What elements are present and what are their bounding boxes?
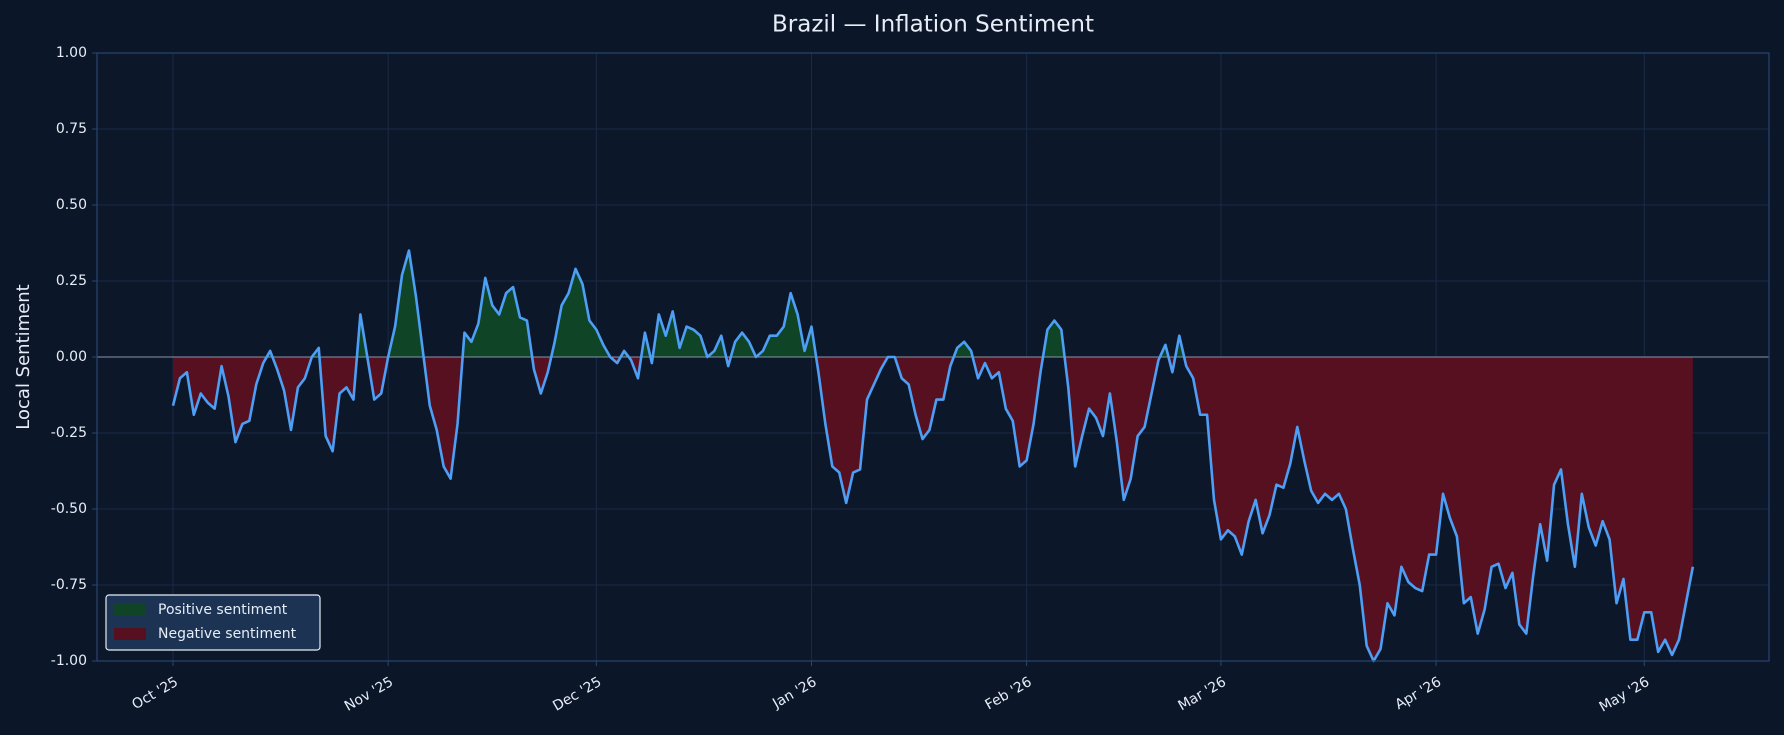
y-tick-label: -1.00 — [51, 653, 87, 669]
legend-swatch — [114, 628, 146, 640]
negative-area — [173, 357, 1693, 661]
plot-frame — [96, 52, 1770, 662]
y-axis-label: Local Sentiment — [13, 284, 34, 429]
legend-label: Negative sentiment — [158, 626, 297, 642]
legend-label: Positive sentiment — [158, 602, 288, 618]
y-tick-label: -0.25 — [51, 425, 87, 441]
y-tick-label: 0.50 — [56, 197, 87, 213]
legend-box — [105, 594, 321, 651]
line — [171, 249, 1695, 663]
legend-swatch — [114, 604, 146, 616]
y-tick-label: 0.00 — [56, 349, 87, 365]
y-tick-label: -0.75 — [51, 577, 87, 593]
chart-title: Brazil — Inflation Sentiment — [772, 12, 1094, 38]
y-tick-label: 0.75 — [56, 121, 87, 137]
y-tick-label: -0.50 — [51, 501, 87, 517]
y-tick-label: 1.00 — [56, 45, 87, 61]
y-tick-label: 0.25 — [56, 273, 87, 289]
